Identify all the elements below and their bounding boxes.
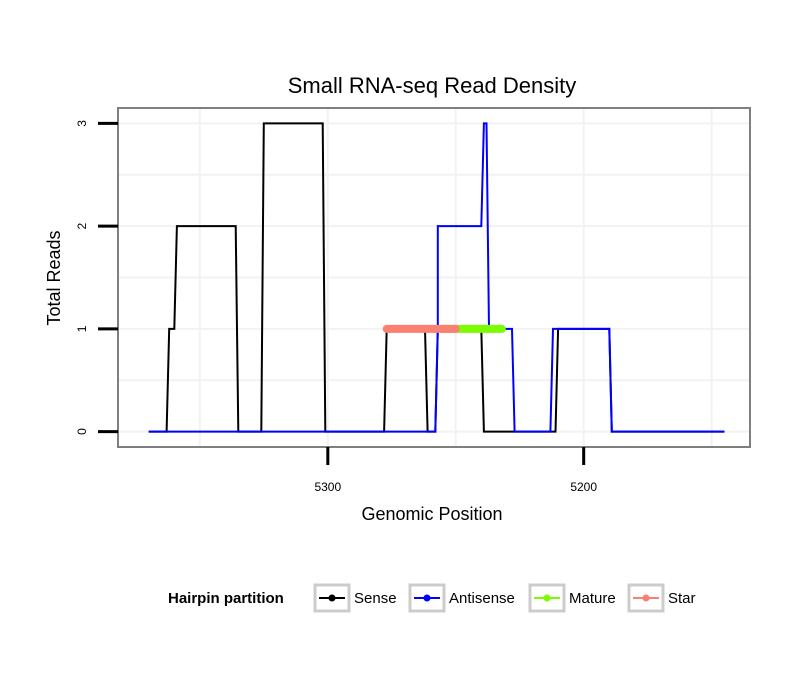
plot-panel-border	[117, 107, 751, 448]
legend-label-mature: Mature	[569, 590, 616, 607]
y-tick-label: 2	[75, 222, 89, 229]
y-tick-label: 3	[75, 120, 89, 127]
legend-dot-sense	[328, 594, 336, 602]
y-tick-label: 1	[75, 325, 89, 332]
x-axis-title: Genomic Position	[361, 504, 502, 524]
grid-lines	[118, 108, 750, 447]
legend-dot-antisense	[423, 594, 431, 602]
legend-dot-mature	[543, 594, 551, 602]
y-tick-label: 0	[75, 428, 89, 435]
legend: Hairpin partition Sense Antisense Mature St…	[168, 583, 696, 613]
legend-label-antisense: Antisense	[449, 590, 515, 607]
x-tick-label: 5300	[314, 480, 341, 494]
legend-dot-star	[642, 594, 650, 602]
chart-title: Small RNA-seq Read Density	[288, 73, 577, 98]
legend-label-star: Star	[668, 590, 696, 607]
x-tick-label: 5200	[570, 480, 597, 494]
legend-title: Hairpin partition	[168, 590, 284, 607]
legend-label-sense: Sense	[354, 590, 397, 607]
y-axis-title: Total Reads	[44, 230, 64, 325]
series-lines	[148, 122, 725, 433]
series-line-sense	[148, 122, 725, 433]
axes: 0 1 2 3 5300 5200	[75, 120, 597, 494]
